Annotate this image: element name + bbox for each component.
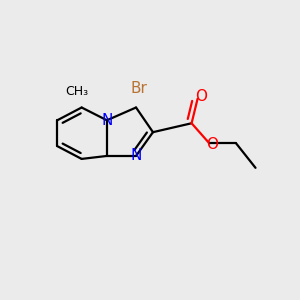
Text: Br: Br bbox=[130, 81, 147, 96]
Text: N: N bbox=[101, 113, 112, 128]
Text: O: O bbox=[206, 136, 218, 152]
Text: CH₃: CH₃ bbox=[66, 85, 89, 98]
Text: O: O bbox=[195, 89, 207, 104]
Text: N: N bbox=[130, 148, 142, 164]
